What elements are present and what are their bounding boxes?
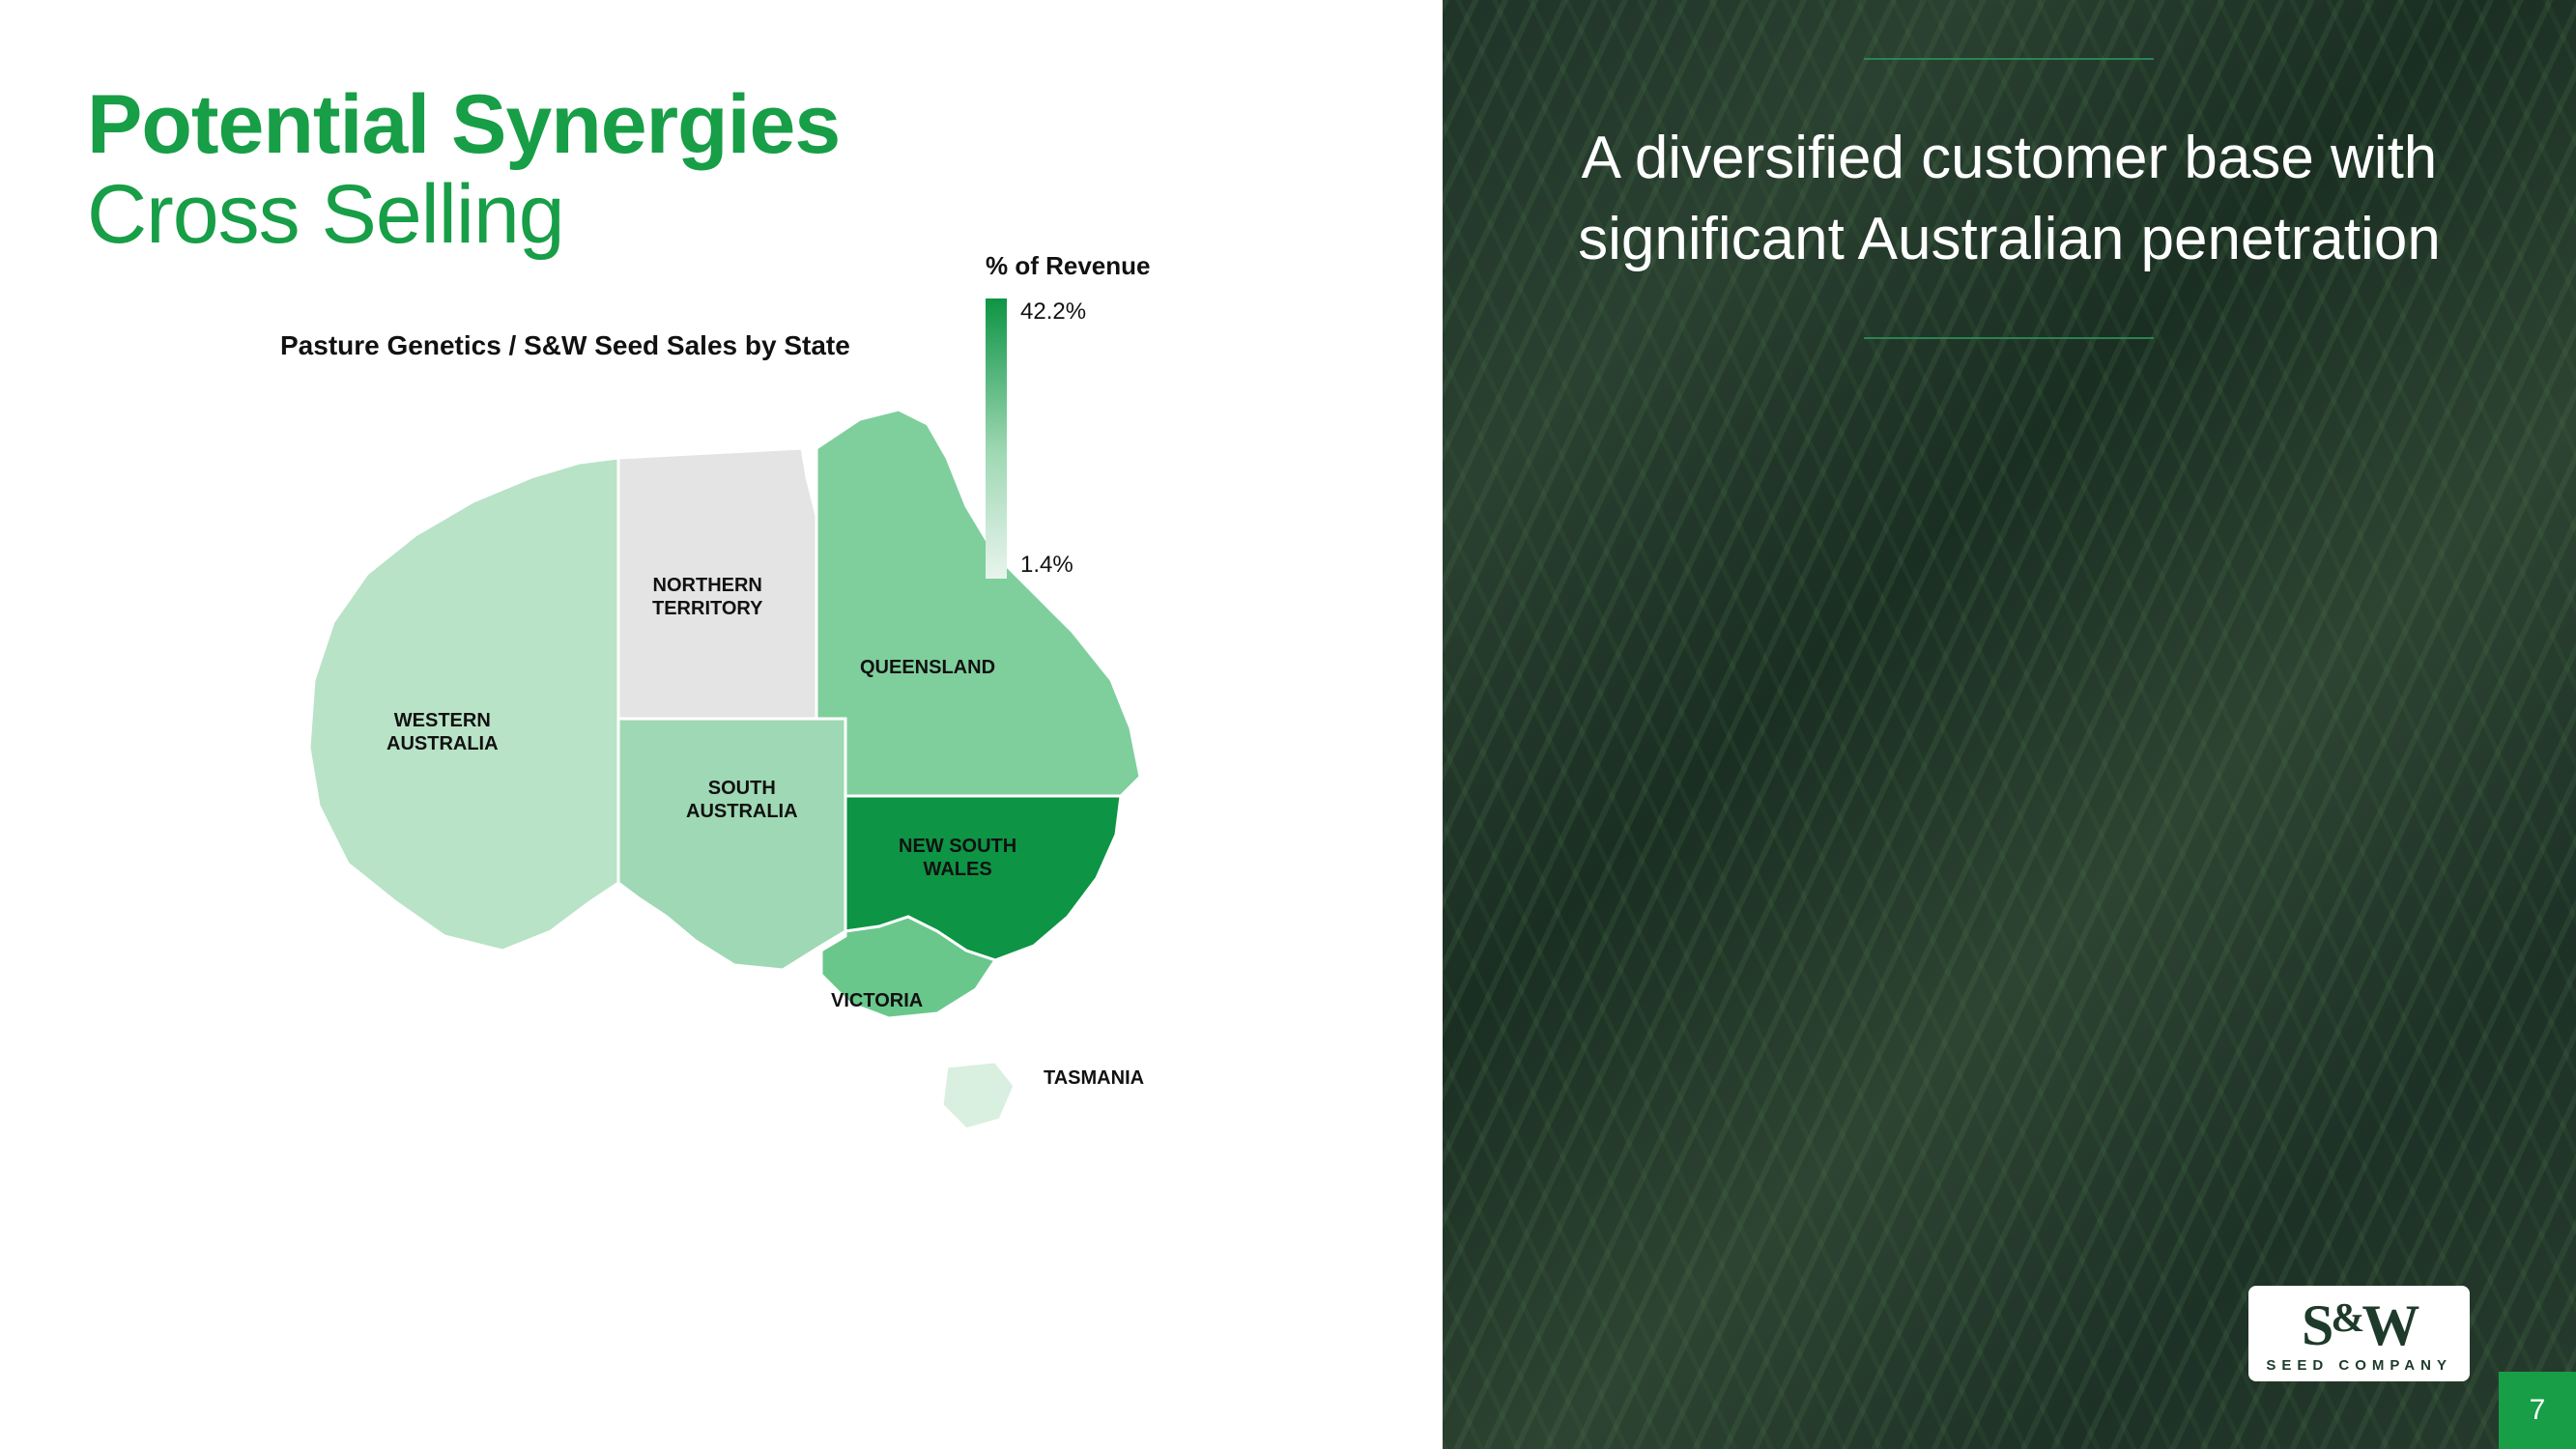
label-sa: SOUTH AUSTRALIA (686, 777, 798, 823)
legend-max: 42.2% (1020, 298, 1086, 326)
legend-title: % of Revenue (986, 251, 1151, 281)
label-nt: NORTHERN TERRITORY (652, 574, 762, 620)
callout-text: A diversified customer base with signifi… (1443, 118, 2576, 279)
logo-w: W (2361, 1293, 2417, 1357)
label-tas: TASMANIA (1044, 1066, 1144, 1090)
legend-gradient (986, 298, 1007, 579)
title-line-2: Cross Selling (87, 167, 1385, 263)
logo-amp: & (2331, 1296, 2361, 1341)
slide: Potential Synergies Cross Selling Pastur… (0, 0, 2576, 1449)
right-panel: A diversified customer base with signifi… (1443, 0, 2576, 1449)
label-qld: QUEENSLAND (860, 656, 995, 679)
page-number: 7 (2499, 1372, 2576, 1449)
divider-bottom (1864, 337, 2154, 339)
divider-top (1864, 58, 2154, 60)
left-panel: Potential Synergies Cross Selling Pastur… (0, 0, 1443, 1449)
state-sa (618, 719, 845, 970)
title-line-1: Potential Synergies (87, 77, 1385, 173)
logo-sub: SEED COMPANY (2266, 1357, 2452, 1374)
legend-min: 1.4% (1020, 552, 1086, 579)
company-logo: S&W SEED COMPANY (2248, 1286, 2470, 1381)
legend-body: 42.2% 1.4% (986, 298, 1151, 579)
logo-main: S&W (2266, 1299, 2452, 1351)
label-vic: VICTORIA (831, 989, 923, 1012)
state-wa (309, 458, 618, 951)
legend: % of Revenue 42.2% 1.4% (986, 251, 1151, 579)
state-tas (942, 1062, 1015, 1129)
label-nsw: NEW SOUTH WALES (899, 835, 1016, 881)
chart-area: Pasture Genetics / S&W Seed Sales by Sta… (280, 330, 1385, 1182)
chart-title: Pasture Genetics / S&W Seed Sales by Sta… (280, 330, 1385, 361)
label-wa: WESTERN AUSTRALIA (386, 709, 499, 755)
logo-s: S (2302, 1293, 2331, 1357)
legend-ticks: 42.2% 1.4% (1020, 298, 1086, 579)
